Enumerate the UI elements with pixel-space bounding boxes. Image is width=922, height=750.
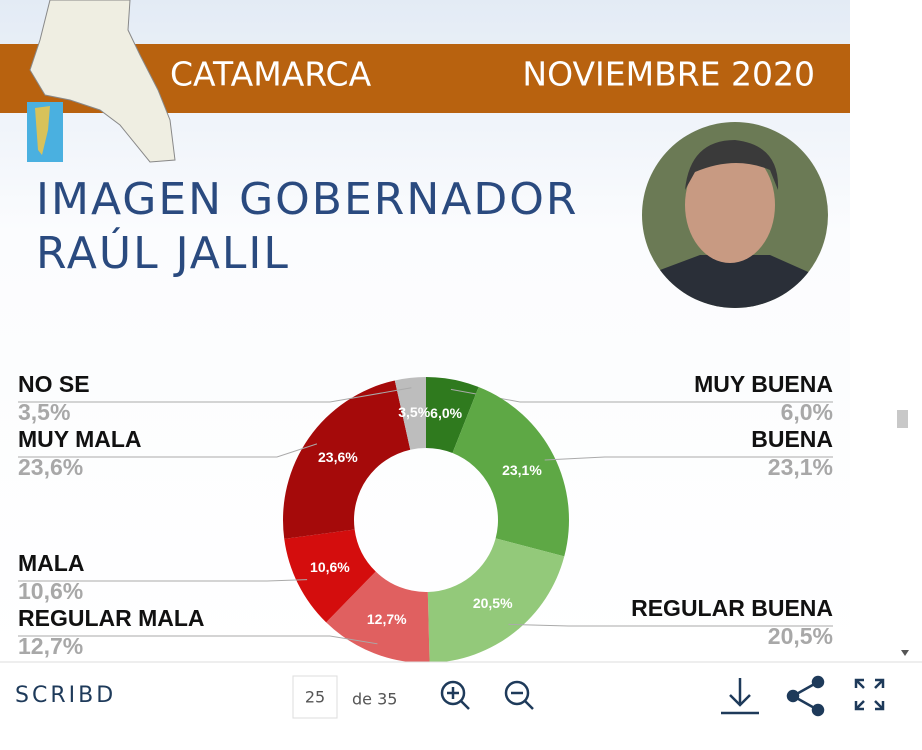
legend-value: 23,6% — [18, 454, 83, 480]
toolbar — [0, 662, 922, 746]
legend-value: 10,6% — [18, 578, 83, 604]
leader-line — [18, 387, 412, 403]
scrollbar-thumb[interactable] — [897, 410, 908, 428]
legend-label: BUENA — [751, 426, 833, 452]
leader-line — [450, 388, 833, 403]
legend-label: REGULAR MALA — [18, 605, 205, 631]
legend-label: NO SE — [18, 371, 90, 397]
slice-label: 23,1% — [502, 462, 542, 478]
legend-value: 12,7% — [18, 633, 83, 659]
legend-value: 23,1% — [768, 454, 833, 480]
donut-slice — [394, 377, 426, 450]
leader-line — [18, 635, 378, 645]
page-input[interactable] — [292, 675, 338, 719]
legend-value: 6,0% — [781, 399, 833, 425]
scroll-arrow[interactable] — [901, 650, 909, 656]
fullscreen[interactable] — [854, 678, 885, 711]
legend-label: MUY MALA — [18, 426, 142, 452]
slice-label: 3,5% — [398, 404, 430, 420]
zoom-out[interactable] — [504, 680, 534, 710]
title-line: IMAGEN GOBERNADOR — [36, 174, 578, 225]
share[interactable] — [786, 675, 825, 717]
brand[interactable]: SCRIBD — [15, 683, 116, 708]
donut-slice — [326, 571, 430, 663]
download[interactable] — [721, 678, 759, 715]
donut-slice — [284, 529, 376, 623]
slice-label: 23,6% — [318, 449, 358, 465]
legend-label: REGULAR BUENA — [631, 595, 833, 621]
zoom-in[interactable] — [440, 680, 470, 710]
donut-slice — [283, 380, 411, 539]
header-date: NOVIEMBRE 2020 — [522, 55, 815, 94]
slice-label: 12,7% — [367, 611, 407, 627]
scroll-area — [850, 0, 922, 662]
map — [29, 0, 176, 163]
portrait — [642, 122, 828, 308]
donut-slice — [426, 377, 479, 454]
donut-slice — [427, 538, 565, 663]
leader-line — [508, 623, 833, 627]
header-region: CATAMARCA — [170, 55, 372, 94]
leader-line — [18, 579, 308, 582]
slice-label: 20,5% — [473, 595, 513, 611]
legend-value: 3,5% — [18, 399, 70, 425]
title-line: RAÚL JALIL — [36, 226, 290, 279]
legend-label: MUY BUENA — [694, 371, 833, 397]
leader-line — [18, 443, 318, 458]
legend-label: MALA — [18, 550, 84, 576]
legend-value: 20,5% — [768, 623, 833, 649]
donut-slice — [452, 387, 569, 557]
leader-line — [544, 456, 833, 461]
map-inset-land — [35, 106, 50, 155]
page-total: de 35 — [352, 690, 397, 709]
slice-label: 10,6% — [310, 559, 350, 575]
slice-label: 6,0% — [430, 405, 462, 421]
page-number[interactable]: 25 — [305, 688, 325, 707]
